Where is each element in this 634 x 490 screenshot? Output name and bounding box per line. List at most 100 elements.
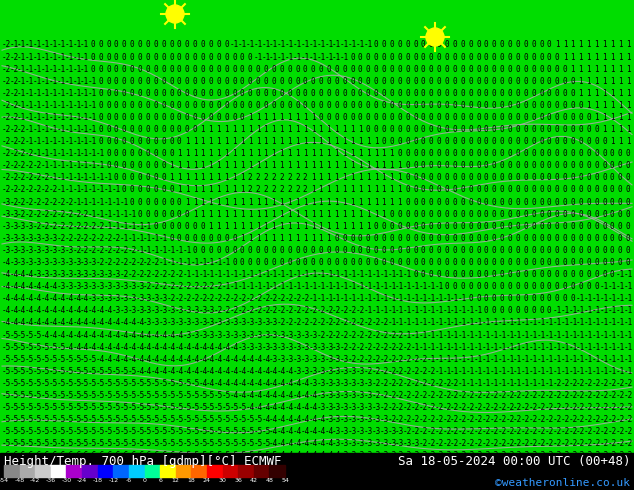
Text: 1: 1 (209, 161, 213, 171)
Text: 0: 0 (539, 294, 544, 303)
Text: -4: -4 (49, 306, 58, 316)
Text: 0: 0 (413, 222, 418, 231)
Text: 0: 0 (508, 246, 512, 255)
Text: -2: -2 (395, 391, 404, 400)
Text: -4: -4 (269, 367, 278, 376)
Text: 1: 1 (311, 161, 315, 171)
Text: -1: -1 (560, 330, 569, 340)
Text: 1: 1 (311, 186, 315, 195)
Text: -1: -1 (308, 52, 318, 62)
Text: -5: -5 (222, 439, 231, 448)
Text: -1: -1 (537, 379, 546, 388)
Text: -1: -1 (41, 89, 50, 98)
Text: 0: 0 (444, 222, 450, 231)
Text: -5: -5 (143, 391, 152, 400)
Text: 0: 0 (389, 234, 394, 243)
Text: -1: -1 (466, 343, 475, 352)
Text: -3: -3 (427, 451, 436, 460)
Text: -1: -1 (96, 149, 105, 158)
Text: -5: -5 (80, 439, 89, 448)
Text: -1: -1 (552, 330, 562, 340)
Text: 0: 0 (429, 258, 434, 267)
Text: 0: 0 (476, 294, 481, 303)
Text: -1: -1 (529, 355, 538, 364)
Text: 1: 1 (240, 222, 245, 231)
Text: 0: 0 (264, 89, 268, 98)
Text: 0: 0 (405, 210, 410, 219)
Text: -1: -1 (466, 355, 475, 364)
Text: -3: -3 (190, 318, 200, 327)
Text: -1: -1 (395, 306, 404, 316)
Text: 0: 0 (200, 41, 205, 49)
Text: 0: 0 (610, 186, 614, 195)
Text: 0: 0 (460, 52, 465, 62)
Text: 0: 0 (184, 101, 190, 110)
Text: -5: -5 (245, 415, 255, 424)
Text: 0: 0 (500, 306, 504, 316)
Text: 0: 0 (453, 137, 457, 146)
Text: 0: 0 (515, 161, 520, 171)
Text: -3: -3 (498, 451, 507, 460)
Text: -4: -4 (245, 367, 255, 376)
Text: 0: 0 (531, 306, 536, 316)
Text: -3: -3 (206, 306, 216, 316)
Text: -1: -1 (584, 306, 593, 316)
Text: 1: 1 (200, 186, 205, 195)
Text: -3: -3 (1, 222, 11, 231)
Text: 0: 0 (578, 137, 583, 146)
Text: 1: 1 (271, 137, 276, 146)
Text: 0: 0 (366, 234, 370, 243)
Text: 0: 0 (177, 101, 181, 110)
Text: -2: -2 (418, 403, 428, 412)
Text: -1: -1 (395, 282, 404, 291)
Text: 0: 0 (476, 125, 481, 134)
Text: -2: -2 (418, 391, 428, 400)
Text: 0: 0 (153, 197, 158, 207)
Text: -5: -5 (127, 403, 136, 412)
Text: -1: -1 (521, 318, 530, 327)
Text: -3: -3 (584, 464, 593, 472)
Text: 0: 0 (184, 125, 190, 134)
Text: 0: 0 (476, 52, 481, 62)
Text: -5: -5 (80, 427, 89, 436)
Text: 0: 0 (177, 65, 181, 74)
Text: 0: 0 (232, 246, 236, 255)
Text: 1: 1 (240, 197, 245, 207)
Text: -3: -3 (537, 475, 546, 485)
Text: -3: -3 (332, 439, 341, 448)
Text: -5: -5 (41, 379, 50, 388)
Text: -2: -2 (403, 367, 412, 376)
Text: 0: 0 (98, 125, 103, 134)
Text: 0: 0 (508, 173, 512, 182)
Text: -3: -3 (49, 258, 58, 267)
Text: 0: 0 (209, 234, 213, 243)
Text: -1: -1 (301, 41, 310, 49)
Text: 0: 0 (578, 258, 583, 267)
Text: -6: -6 (56, 475, 66, 485)
Text: -5: -5 (269, 475, 278, 485)
Text: 0: 0 (453, 210, 457, 219)
Text: -1: -1 (592, 355, 601, 364)
Text: 0: 0 (193, 234, 197, 243)
Text: 0: 0 (224, 65, 229, 74)
Text: 0: 0 (460, 41, 465, 49)
Text: 1: 1 (358, 125, 363, 134)
Text: 0: 0 (216, 113, 221, 122)
Text: -3: -3 (324, 343, 333, 352)
Text: -1: -1 (458, 294, 467, 303)
Text: 1: 1 (618, 113, 623, 122)
Text: 1: 1 (209, 137, 213, 146)
Text: 0: 0 (453, 77, 457, 86)
Text: -5: -5 (88, 427, 97, 436)
Text: -2: -2 (450, 439, 460, 448)
Text: 1: 1 (287, 197, 292, 207)
Text: -4: -4 (308, 391, 318, 400)
Text: -3: -3 (308, 343, 318, 352)
Text: -1: -1 (119, 197, 129, 207)
Text: 0: 0 (444, 65, 450, 74)
Text: 0: 0 (492, 173, 496, 182)
Text: -4: -4 (190, 367, 200, 376)
Text: 0: 0 (453, 113, 457, 122)
Text: -3: -3 (576, 464, 585, 472)
Text: -5: -5 (230, 403, 239, 412)
